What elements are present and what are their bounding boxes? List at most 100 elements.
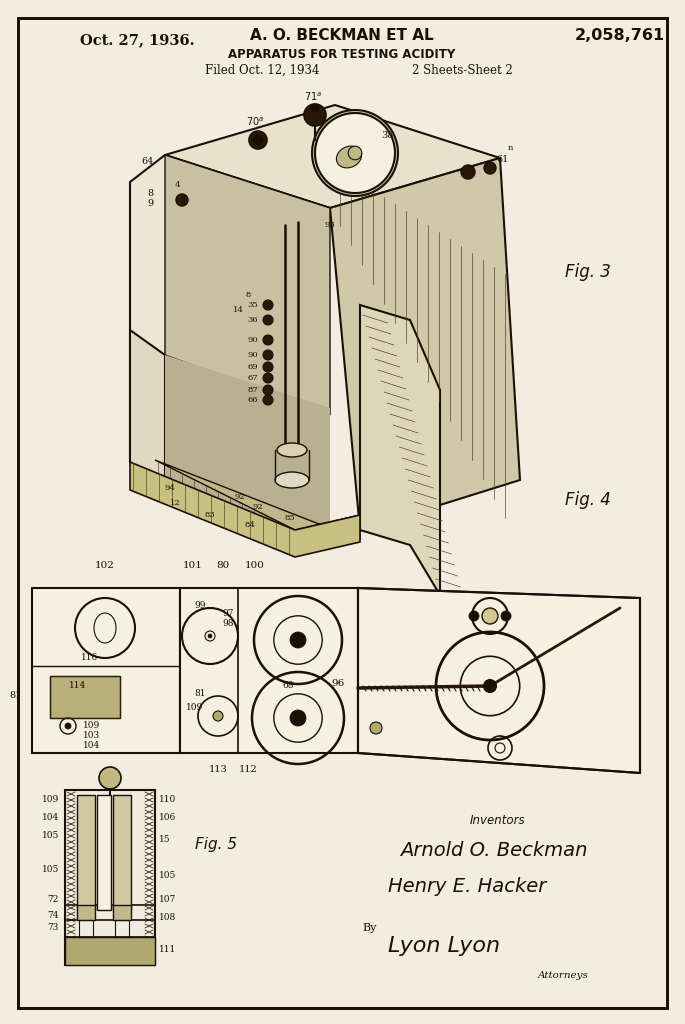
Polygon shape [130,330,165,490]
Text: 101: 101 [183,561,203,570]
Text: 104: 104 [42,813,59,822]
Text: 104: 104 [84,741,101,751]
Text: 74: 74 [47,910,59,920]
Text: 105: 105 [42,865,59,874]
Circle shape [484,162,496,174]
Circle shape [263,350,273,360]
Text: Henry E. Hacker: Henry E. Hacker [388,877,546,896]
Circle shape [263,335,273,345]
Text: 107: 107 [159,896,176,904]
Circle shape [253,135,263,145]
Text: 38: 38 [381,130,393,139]
Text: 103: 103 [84,731,101,740]
Text: 2,058,761: 2,058,761 [575,29,665,43]
Text: Filed Oct. 12, 1934: Filed Oct. 12, 1934 [205,63,319,77]
Text: 35: 35 [247,301,258,309]
Polygon shape [130,462,360,557]
Circle shape [263,373,273,383]
Text: 94: 94 [164,484,175,492]
Text: 106: 106 [159,813,176,822]
Circle shape [65,723,71,729]
Text: Fig. 5: Fig. 5 [195,838,237,853]
Circle shape [484,680,497,692]
Circle shape [263,362,273,372]
Text: 12: 12 [170,499,180,507]
Polygon shape [155,460,360,540]
Text: 109: 109 [42,796,59,805]
Circle shape [482,608,498,624]
Text: 109: 109 [186,703,203,713]
Text: 15: 15 [159,836,171,845]
Text: 112: 112 [238,765,258,773]
Text: 92: 92 [235,493,245,501]
Text: A. O. BECKMAN ET AL: A. O. BECKMAN ET AL [250,29,434,43]
Polygon shape [358,588,640,773]
Text: 8: 8 [147,189,153,199]
Text: $71^a$: $71^a$ [304,91,322,103]
Text: 87: 87 [247,386,258,394]
Text: 84: 84 [245,521,256,529]
Text: 83: 83 [205,511,215,519]
Circle shape [290,632,306,648]
Text: 68: 68 [282,681,294,689]
Circle shape [469,611,479,621]
Text: 66: 66 [247,396,258,404]
Circle shape [176,194,188,206]
Text: 99: 99 [195,601,206,610]
Text: 110: 110 [159,796,176,805]
Ellipse shape [275,472,309,488]
Text: 2 Sheets-Sheet 2: 2 Sheets-Sheet 2 [412,63,512,77]
Text: 97: 97 [222,608,234,617]
Polygon shape [165,355,330,555]
Circle shape [249,131,267,150]
Text: 105: 105 [42,830,59,840]
Circle shape [304,104,326,126]
Text: Attorneys: Attorneys [538,972,589,981]
Text: 98: 98 [222,618,234,628]
Text: 92: 92 [253,503,263,511]
Text: 85: 85 [285,514,295,522]
Bar [32,588,180,753]
Text: Fig. 4: Fig. 4 [565,490,611,509]
Circle shape [213,711,223,721]
Text: 116: 116 [82,653,99,663]
Polygon shape [165,155,330,415]
Text: $70^a$: $70^a$ [246,116,264,128]
Text: Arnold O. Beckman: Arnold O. Beckman [400,841,588,859]
Circle shape [315,113,395,193]
Text: 93: 93 [325,221,336,229]
Bar [65,790,155,965]
Text: 81: 81 [195,688,206,697]
Text: 109: 109 [84,722,101,730]
Circle shape [290,710,306,726]
Text: 64: 64 [142,158,154,167]
Polygon shape [360,305,440,595]
Text: n: n [508,144,512,152]
Text: 72: 72 [48,896,59,904]
Text: Oct. 27, 1936.: Oct. 27, 1936. [80,33,195,47]
Bar [50,676,120,718]
Text: 90: 90 [247,336,258,344]
Circle shape [501,611,511,621]
Bar [180,588,358,753]
Text: 113: 113 [209,765,227,773]
Bar [113,905,131,920]
Bar [65,937,155,965]
Text: 9: 9 [147,200,153,209]
Polygon shape [130,155,330,535]
Text: 14: 14 [233,306,243,314]
Text: 100: 100 [245,561,265,570]
Circle shape [263,385,273,395]
Bar [97,795,111,910]
Text: 96: 96 [332,679,345,687]
Text: 90: 90 [247,351,258,359]
Text: Fig. 3: Fig. 3 [565,263,611,281]
Text: 80: 80 [216,561,229,570]
Text: Lyon Lyon: Lyon Lyon [388,936,500,956]
Text: 102: 102 [95,561,115,570]
Ellipse shape [277,443,307,457]
Text: 69: 69 [247,362,258,371]
Text: 4: 4 [174,181,179,189]
Text: 114: 114 [69,682,86,690]
Circle shape [263,395,273,406]
